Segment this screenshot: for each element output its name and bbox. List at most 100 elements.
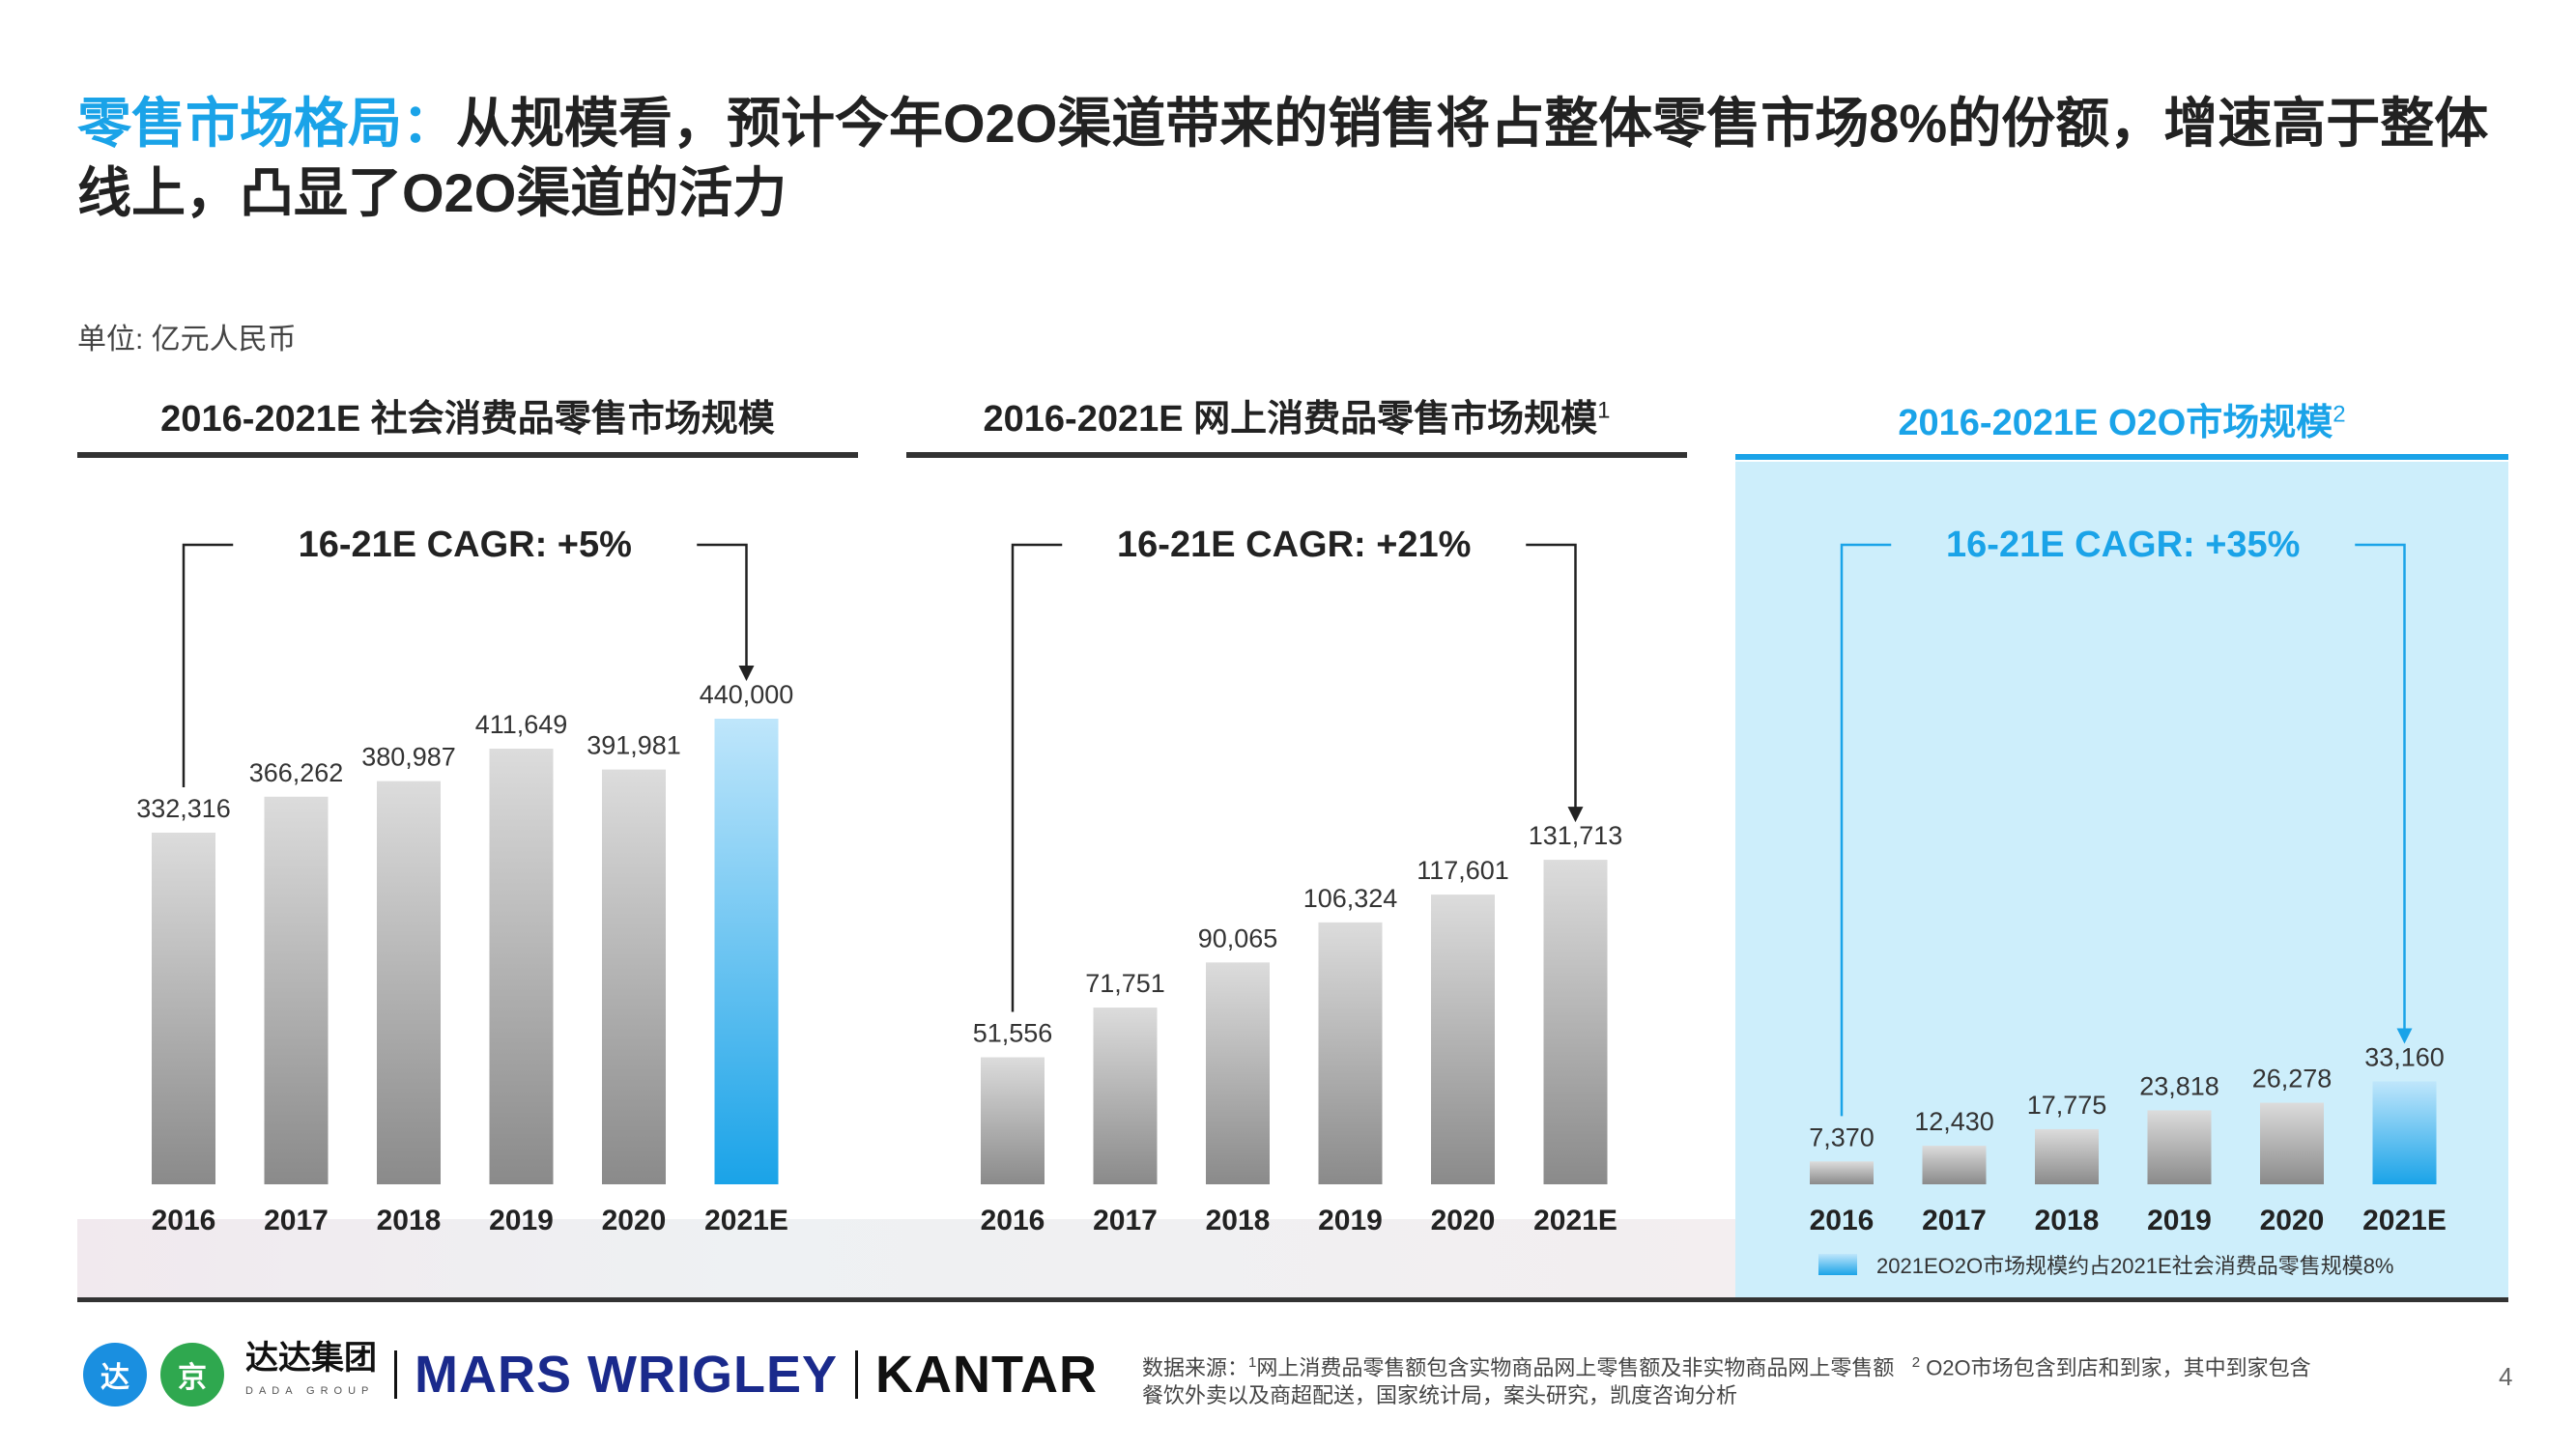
category-label: 2019 [489,1205,554,1236]
chart-title-1: 2016-2021E 社会消费品零售市场规模 [77,388,858,441]
footer-logos: 达 京 达达集团 DADA GROUP MARS WRIGLEY KANTAR [83,1341,1098,1408]
chart-title-3: 2016-2021E O2O市场规模2 [1735,392,2508,445]
page-title-line2: 线上，凸显了O2O渠道的活力 [77,162,787,223]
chart-title-2: 2016-2021E 网上消费品零售市场规模1 [906,388,1687,441]
dada-group-logo-sub: DADA GROUP [245,1385,375,1397]
category-label: 2020 [602,1205,667,1236]
data-label: 380,987 [361,743,456,772]
chart-title-1-text: 2016-2021E 社会消费品零售市场规模 [160,399,775,440]
legend-swatch [1818,1254,1857,1275]
data-label: 23,818 [2139,1071,2219,1100]
legend-label: 2021EO2O市场规模约占2021E社会消费品零售规模8% [1876,1254,2394,1278]
data-label: 332,316 [136,794,231,823]
data-label: 440,000 [700,680,794,709]
category-label: 2017 [1922,1205,1987,1236]
bar-2021E [1543,860,1608,1184]
data-label: 71,751 [1085,969,1165,998]
cagr-arrowhead [2396,1028,2413,1044]
chart-title-3-text: 2016-2021E O2O市场规模 [1898,403,2333,443]
page-title-accent: 零售市场格局： [77,93,456,154]
data-label: 12,430 [1914,1107,1994,1136]
category-label: 2017 [1093,1205,1158,1236]
logo-separator [394,1350,397,1399]
cagr-bracket-right [2355,543,2406,1031]
bar-2017 [1093,1008,1158,1184]
data-label: 26,278 [2252,1065,2333,1094]
page-title: 零售市场格局：从规模看，预计今年O2O渠道带来的销售将占整体零售市场8%的份额，… [77,89,2512,228]
jd-daojia-logo-glyph: 京 [178,1362,207,1394]
source-note: 数据来源：1网上消费品零售额包含实物商品网上零售额及非实物商品网上零售额 2 O… [1142,1349,2311,1409]
data-label: 90,065 [1198,923,1278,952]
category-label: 2018 [1206,1205,1271,1236]
data-label: 7,370 [1809,1122,1875,1151]
cagr-label: 16-21E CAGR: +5% [299,525,632,565]
chart-rule-1 [77,452,858,458]
cagr-bracket-left [1840,543,1892,1117]
source-sup-1: 1 [1248,1354,1257,1371]
category-label: 2016 [152,1205,216,1236]
cagr-label: 16-21E CAGR: +21% [1117,525,1471,565]
chart-social-retail: 332,316 2016 366,262 2017 380,987 2018 411,649… [136,525,794,1236]
chart-title-2-text: 2016-2021E 网上消费品零售市场规模 [983,399,1598,440]
dada-express-logo-glyph: 达 [100,1362,129,1394]
data-label: 33,160 [2364,1042,2445,1071]
source-prefix: 数据来源： [1142,1355,1249,1380]
data-label: 391,981 [587,731,681,760]
bar-2016 [1810,1161,1874,1184]
cagr-bracket-right [697,543,748,668]
chart-online-retail: 51,556 2016 71,751 2017 90,065 2018 106,324 201… [973,525,1623,1236]
data-label: 106,324 [1303,884,1398,913]
data-label: 366,262 [249,758,344,787]
page-number: 4 [2499,1362,2513,1391]
jd-daojia-logo-icon: 京 [160,1343,224,1406]
kantar-logo: KANTAR [875,1346,1098,1404]
source-note-2: O2O市场包含到店和到家，其中到家包含 [1926,1355,2311,1380]
mars-wrigley-logo: MARS WRIGLEY [415,1346,838,1404]
source-note-1: 网上消费品零售额包含实物商品网上零售额及非实物商品网上零售额 [1256,1355,1895,1380]
source-line-2: 餐饮外卖以及商超配送，国家统计局，案头研究，凯度咨询分析 [1142,1383,1738,1408]
logo-separator [855,1350,858,1399]
data-label: 17,775 [2027,1091,2107,1120]
data-label: 51,556 [973,1019,1053,1048]
bar-2019 [1318,922,1383,1184]
bar-2019 [2147,1110,2212,1184]
category-label: 2019 [1318,1205,1383,1236]
category-label: 2021E [1533,1205,1617,1236]
source-sup-2: 2 [1911,1354,1921,1371]
cagr-bracket-left [182,543,234,787]
cagr-arrowhead [738,666,755,681]
dada-express-logo-icon: 达 [83,1343,147,1406]
bar-2017 [264,796,329,1184]
category-label: 2021E [704,1205,788,1236]
data-label: 117,601 [1417,856,1509,885]
category-label: 2016 [1810,1205,1875,1236]
data-label: 411,649 [475,710,568,739]
chart-o2o-market: 7,370 2016 12,430 2017 17,775 2018 23,818 2019 2… [1809,525,2447,1278]
category-label: 2017 [264,1205,329,1236]
category-label: 2021E [2362,1205,2447,1236]
bar-2021E [714,719,779,1184]
bar-2019 [489,749,554,1184]
category-label: 2020 [2260,1205,2325,1236]
data-label: 131,713 [1529,821,1623,850]
bar-2020 [602,769,666,1184]
cagr-label: 16-21E CAGR: +35% [1946,525,2300,565]
category-label: 2016 [981,1205,1045,1236]
bar-2018 [377,781,441,1184]
bar-2016 [152,832,215,1184]
bar-2020 [2260,1102,2324,1184]
page-title-line1: 从规模看，预计今年O2O渠道带来的销售将占整体零售市场8%的份额，增速高于整体 [456,93,2489,154]
category-label: 2019 [2147,1205,2212,1236]
bar-2016 [981,1057,1045,1184]
bar-2018 [2035,1128,2099,1184]
cagr-bracket-right [1526,543,1577,810]
unit-label: 单位: 亿元人民币 [77,324,297,355]
bar-2018 [1206,962,1270,1184]
chart-rule-3 [1735,454,2508,460]
chart-rule-2 [906,452,1687,458]
category-label: 2018 [377,1205,442,1236]
category-label: 2020 [1431,1205,1496,1236]
floor-band [77,1219,1735,1297]
chart-title-2-sup: 1 [1597,397,1611,424]
category-label: 2018 [2035,1205,2100,1236]
